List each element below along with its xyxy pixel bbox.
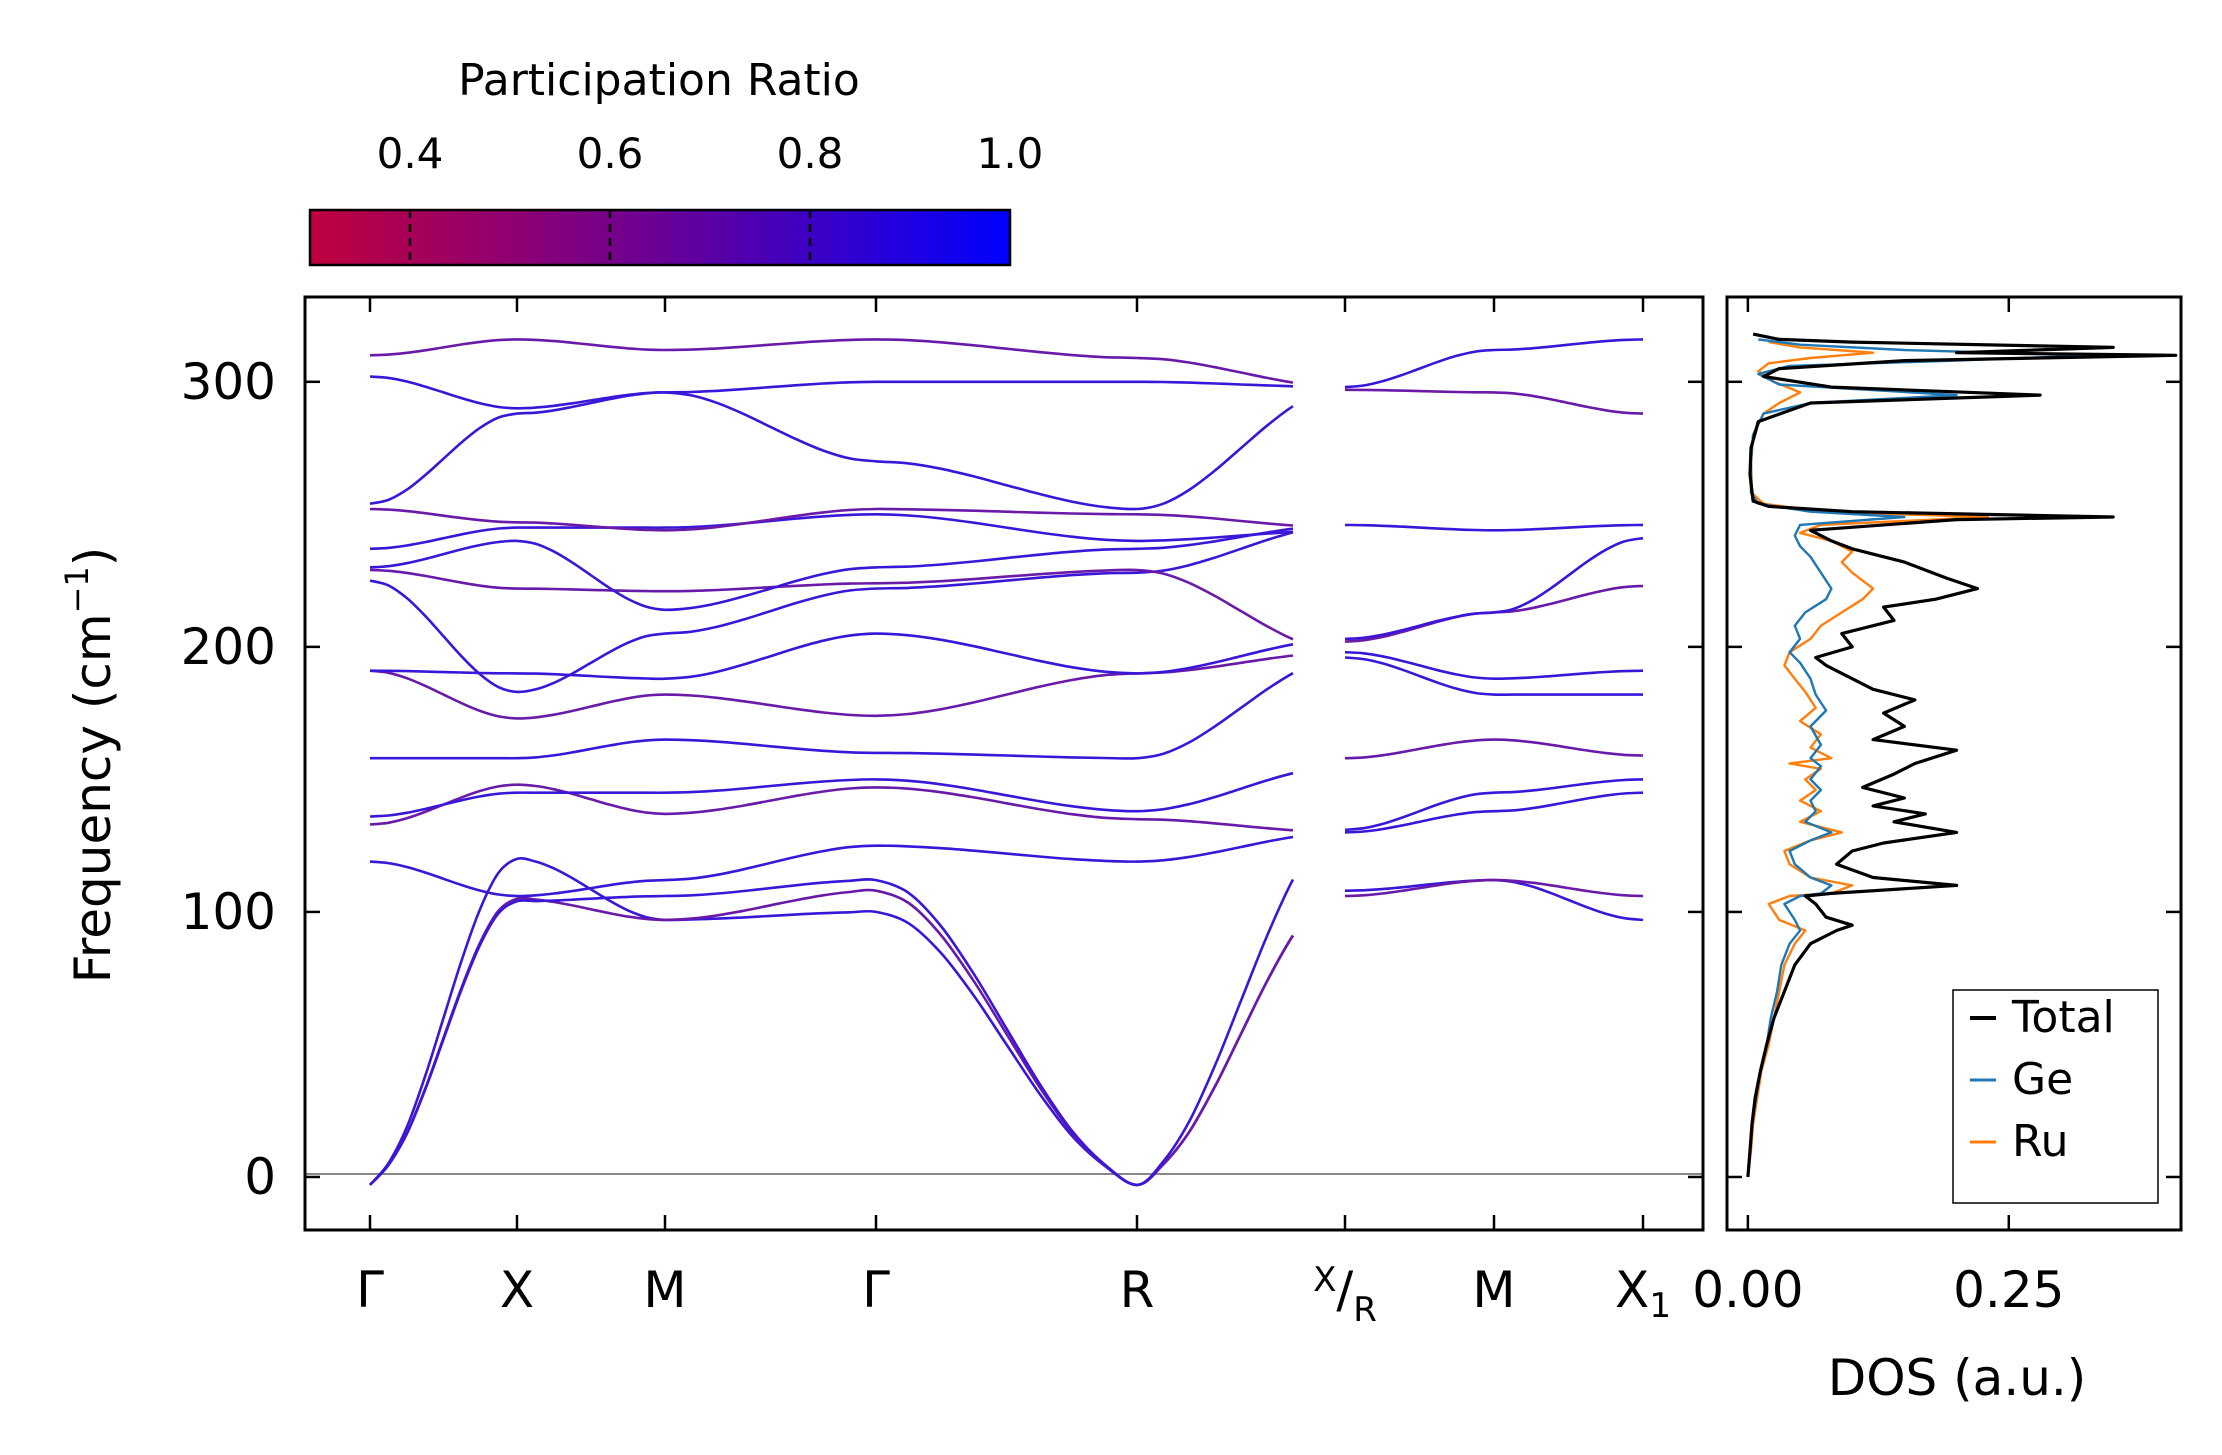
- kpoint-label: M: [1472, 1261, 1515, 1319]
- colorbar-label: Participation Ratio: [458, 55, 860, 106]
- frequency-axis-label-end: ): [64, 547, 122, 567]
- seg1-band-7: [369, 654, 1294, 720]
- seg1-band-16: [369, 338, 1294, 384]
- seg1-band-2: [369, 878, 1295, 1187]
- kpoint-label-x1: X1: [1615, 1261, 1671, 1326]
- seg1-band-3: [369, 835, 1294, 898]
- legend-label-ge: Ge: [2012, 1054, 2073, 1105]
- seg1-band-15: [369, 375, 1294, 410]
- seg1-band-8: [369, 632, 1294, 681]
- legend-box: [1952, 989, 2159, 1204]
- kpoint-label-xr: X/R: [1313, 1260, 1377, 1330]
- kpoint-label: R: [1120, 1261, 1155, 1319]
- dos-panel: 0.00 0.25 DOS (a.u.) Total Ge Ru: [1692, 295, 2183, 1407]
- seg1-band-10: [369, 568, 1294, 641]
- seg2-band-5: [1344, 656, 1643, 697]
- dos-curve-total: [1746, 332, 2178, 1178]
- phonon-bands: [369, 338, 1644, 1187]
- seg2-band-6: [1344, 650, 1644, 681]
- kpoint-label-x1-main: X: [1615, 1261, 1649, 1319]
- colorbar-tick-label: 0.8: [777, 129, 844, 178]
- kpoint-label-xr-slash: /: [1336, 1261, 1353, 1319]
- seg2-band-10: [1344, 388, 1644, 415]
- seg1-band-13: [369, 507, 1294, 532]
- seg2-band-4: [1344, 738, 1644, 760]
- seg2-band-2: [1344, 791, 1644, 834]
- colorbar: Participation Ratio 0.4 0.6 0.8 1.0: [308, 55, 1044, 267]
- kpoint-label-xr-top: X: [1313, 1260, 1336, 1300]
- legend-label-ru: Ru: [2012, 1116, 2068, 1167]
- dos-curve-ge: [1746, 338, 2094, 1178]
- dos-curve-ru: [1746, 340, 1990, 1178]
- dos-legend: Total Ge Ru: [1952, 989, 2159, 1204]
- dos-ticks: 0.00 0.25: [1692, 297, 2181, 1319]
- legend-items: Total Ge Ru: [1970, 992, 2115, 1167]
- band-axes-frame: [303, 295, 1705, 1232]
- seg1-band-5: [369, 771, 1294, 818]
- colorbar-tick-label: 0.4: [377, 129, 444, 178]
- seg1-band-9: [369, 531, 1294, 694]
- seg2-band-3: [1344, 778, 1644, 832]
- dos-axes-frame: [1725, 295, 2183, 1232]
- colorbar-tick-label: 0.6: [577, 129, 644, 178]
- colorbar-gradient: [308, 208, 1012, 267]
- seg1-band-14: [369, 391, 1294, 511]
- frequency-tick-label: 200: [181, 618, 276, 676]
- kpoint-ticks: Γ X M Γ R MX/R X1: [356, 297, 1671, 1330]
- seg1-band-0: [369, 857, 1295, 1187]
- frequency-axis-label-sup: −1: [58, 566, 96, 613]
- frequency-axis-label-text: Frequency (cm: [64, 613, 122, 983]
- kpoint-label-x1-sub: 1: [1649, 1286, 1671, 1326]
- dos-axis-label: DOS (a.u.): [1828, 1349, 2087, 1407]
- seg2-band-0: [1344, 878, 1644, 922]
- legend-label-total: Total: [2011, 992, 2115, 1043]
- frequency-tick-label: 0: [244, 1148, 276, 1206]
- seg2-band-11: [1344, 338, 1644, 389]
- frequency-ticks: 0 100 200 300: [181, 353, 1703, 1206]
- seg1-band-1: [369, 888, 1295, 1187]
- kpoint-label: M: [643, 1261, 686, 1319]
- seg2-band-1: [1344, 878, 1644, 898]
- frequency-tick-label: 100: [181, 883, 276, 941]
- frequency-tick-label: 300: [181, 353, 276, 411]
- seg1-band-12: [369, 512, 1294, 551]
- kpoint-label: Γ: [356, 1261, 384, 1319]
- kpoint-label: X: [500, 1261, 534, 1319]
- seg2-band-9: [1344, 523, 1644, 532]
- seg1-band-6: [370, 672, 1294, 760]
- kpoint-label-xr-bottom: R: [1353, 1290, 1377, 1330]
- frequency-axis-label: Frequency (cm−1): [58, 547, 122, 984]
- seg1-band-11: [369, 527, 1294, 612]
- kpoint-label: Γ: [862, 1261, 890, 1319]
- colorbar-tick-label: 1.0: [977, 129, 1044, 178]
- seg1-band-4: [369, 783, 1294, 832]
- seg2-band-8: [1344, 536, 1644, 641]
- dos-x-tick-label: 0.00: [1692, 1261, 1803, 1319]
- colorbar-ticks: 0.4 0.6 0.8 1.0: [377, 129, 1044, 265]
- dos-curves: [1746, 332, 2178, 1178]
- dos-x-tick-label: 0.25: [1953, 1261, 2064, 1319]
